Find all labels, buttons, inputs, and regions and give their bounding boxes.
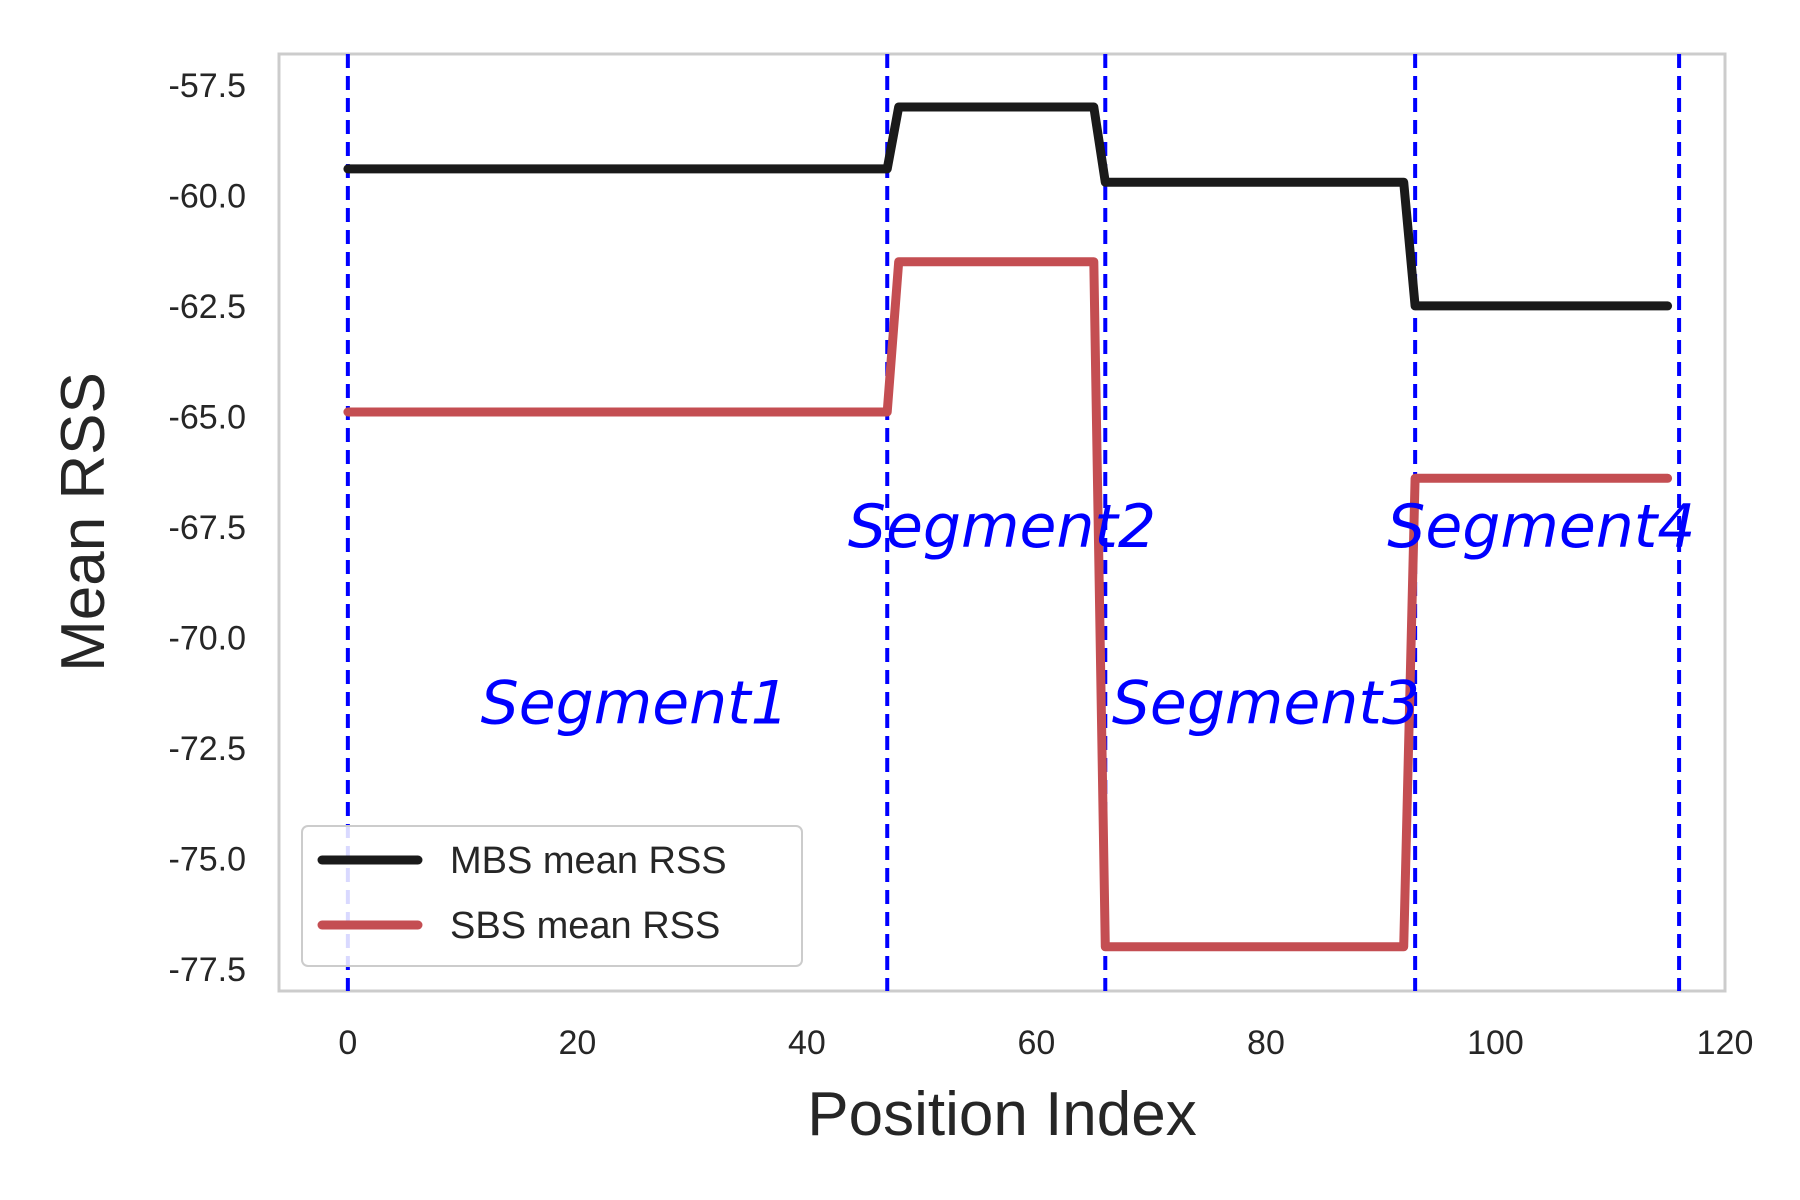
y-axis-title: Mean RSS <box>49 372 118 672</box>
segment-annotations: Segment1 Segment2 Segment3 Segment4 <box>481 492 1696 739</box>
y-tick-label-8: -77.5 <box>169 951 247 989</box>
x-tick-label-0: 0 <box>338 1024 357 1062</box>
x-tick-label-1: 20 <box>558 1024 596 1062</box>
segment-label-3: Segment3 <box>1112 669 1420 739</box>
series-line-1 <box>343 257 1673 952</box>
y-axis-ticks: -57.5 -60.0 -62.5 -65.0 -67.5 -70.0 -72.5 -75.0… <box>169 67 247 989</box>
x-tick-label-3: 60 <box>1018 1024 1056 1062</box>
segment-label-4: Segment4 <box>1387 492 1695 562</box>
x-tick-label-6: 120 <box>1697 1024 1754 1062</box>
legend-box <box>301 825 803 967</box>
segment-label-2: Segment2 <box>848 492 1156 562</box>
y-tick-label-4: -67.5 <box>169 509 247 547</box>
x-tick-label-5: 100 <box>1467 1024 1524 1062</box>
y-tick-label-1: -60.0 <box>169 177 247 215</box>
segment-label-1: Segment1 <box>481 669 789 739</box>
legend-label-1: SBS mean RSS <box>450 905 720 947</box>
y-tick-label-0: -57.5 <box>169 67 247 105</box>
y-tick-label-3: -65.0 <box>169 398 247 436</box>
series-lines <box>343 102 1673 952</box>
x-tick-label-2: 40 <box>788 1024 826 1062</box>
x-axis-ticks: 0 20 40 60 80 100 120 <box>338 1024 1753 1062</box>
legend-label-0: MBS mean RSS <box>450 840 727 882</box>
x-tick-label-4: 80 <box>1247 1024 1285 1062</box>
y-tick-label-7: -75.0 <box>169 840 247 878</box>
y-tick-label-2: -62.5 <box>169 288 247 326</box>
y-tick-label-6: -72.5 <box>169 730 247 768</box>
series-line-0 <box>343 102 1673 311</box>
y-tick-label-5: -70.0 <box>169 619 247 657</box>
legend: MBS mean RSS SBS mean RSS <box>301 825 803 967</box>
x-axis-title: Position Index <box>807 1080 1196 1149</box>
